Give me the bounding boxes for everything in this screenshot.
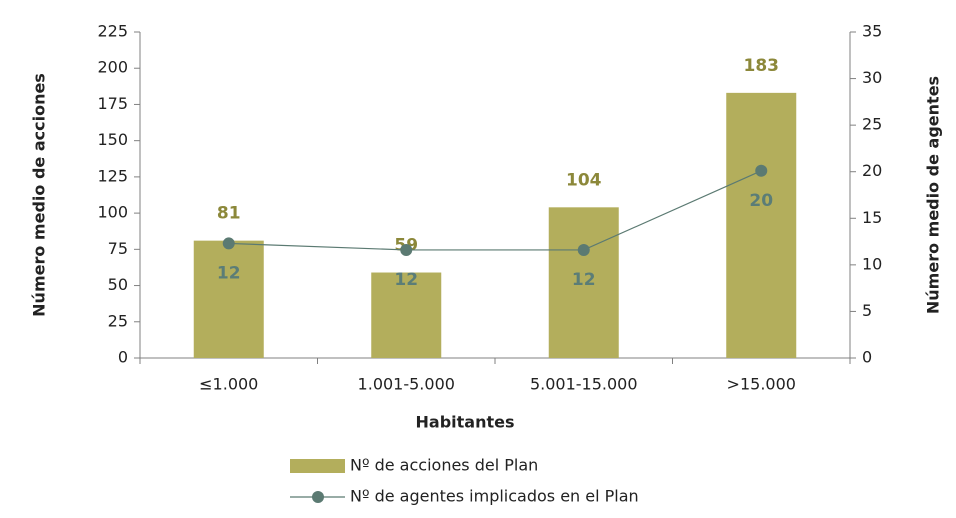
y2-tick-label: 25 <box>862 115 882 134</box>
line-value-label: 12 <box>394 270 418 290</box>
y-axis-title: Número medio de acciones <box>30 73 49 317</box>
x-tick-label: 5.001-15.000 <box>530 375 638 394</box>
legend-label: Nº de agentes implicados en el Plan <box>350 487 639 506</box>
y2-tick-label: 20 <box>862 161 882 180</box>
bar <box>193 240 264 358</box>
bar <box>548 207 619 358</box>
legend-label: Nº de acciones del Plan <box>350 456 538 475</box>
y-tick-label: 200 <box>97 58 128 77</box>
x-tick-label: >15.000 <box>727 375 796 394</box>
y-tick-label: 25 <box>108 311 128 330</box>
y2-tick-label: 0 <box>862 348 872 367</box>
bar-value-label: 183 <box>744 56 780 76</box>
y2-tick-label: 35 <box>862 22 882 41</box>
y-tick-label: 150 <box>97 130 128 149</box>
line-point <box>755 164 768 177</box>
y2-tick-label: 10 <box>862 254 882 273</box>
y-tick-label: 0 <box>118 348 128 367</box>
y2-tick-label: 5 <box>862 301 872 320</box>
y2-axis-title: Número medio de agentes <box>924 76 943 314</box>
legend-swatch <box>290 459 345 473</box>
legend-swatch <box>312 491 324 503</box>
bar-value-label: 81 <box>217 204 241 224</box>
x-tick-label: 1.001-5.000 <box>358 375 455 394</box>
y2-tick-label: 15 <box>862 208 882 227</box>
y-tick-label: 225 <box>97 22 128 41</box>
y-tick-label: 125 <box>97 166 128 185</box>
x-tick-label: ≤1.000 <box>199 375 258 394</box>
line-value-label: 12 <box>572 270 596 290</box>
bar-value-label: 104 <box>566 170 602 190</box>
x-axis-title: Habitantes <box>416 413 515 432</box>
bar <box>726 92 797 358</box>
line-value-label: 12 <box>217 263 241 283</box>
line <box>228 170 762 251</box>
y2-tick-label: 30 <box>862 68 882 87</box>
bar <box>371 272 442 358</box>
line-point <box>577 243 590 256</box>
line-point <box>400 243 413 256</box>
y-tick-label: 75 <box>108 239 128 258</box>
line-point <box>222 237 235 250</box>
line-value-label: 20 <box>749 191 773 211</box>
y-tick-label: 50 <box>108 275 128 294</box>
y-tick-label: 100 <box>97 203 128 222</box>
y-tick-label: 175 <box>97 94 128 113</box>
